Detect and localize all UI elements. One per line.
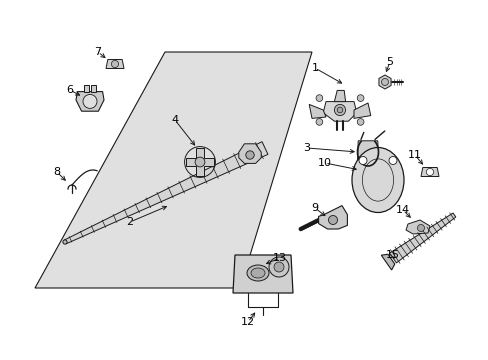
Circle shape <box>417 225 424 231</box>
Circle shape <box>315 118 322 125</box>
Polygon shape <box>381 254 394 270</box>
Text: 4: 4 <box>171 115 178 125</box>
Text: 5: 5 <box>386 57 393 67</box>
Polygon shape <box>185 148 214 176</box>
Polygon shape <box>232 255 292 293</box>
Text: 12: 12 <box>241 317 255 327</box>
Polygon shape <box>405 220 429 234</box>
Polygon shape <box>323 102 356 121</box>
Text: 10: 10 <box>317 158 331 168</box>
Text: 7: 7 <box>94 47 102 57</box>
Text: 13: 13 <box>272 253 286 263</box>
Ellipse shape <box>250 268 264 278</box>
Ellipse shape <box>351 148 403 212</box>
Text: 3: 3 <box>303 143 310 153</box>
Polygon shape <box>353 103 370 118</box>
Circle shape <box>388 157 396 165</box>
Circle shape <box>337 107 342 113</box>
Polygon shape <box>420 167 438 176</box>
Polygon shape <box>64 142 267 244</box>
Circle shape <box>111 60 119 68</box>
Circle shape <box>426 168 433 176</box>
Polygon shape <box>378 75 390 89</box>
Text: 6: 6 <box>66 85 73 95</box>
Circle shape <box>245 151 254 159</box>
Polygon shape <box>357 141 378 163</box>
Circle shape <box>381 78 387 85</box>
Polygon shape <box>35 52 311 288</box>
Text: 8: 8 <box>53 167 61 177</box>
Text: 9: 9 <box>311 203 318 213</box>
Circle shape <box>63 240 67 244</box>
Circle shape <box>357 118 363 125</box>
Polygon shape <box>389 213 455 263</box>
Text: 1: 1 <box>311 63 318 73</box>
Text: 15: 15 <box>385 250 399 260</box>
Polygon shape <box>76 91 104 111</box>
Circle shape <box>328 216 337 225</box>
Polygon shape <box>106 59 124 68</box>
Circle shape <box>268 257 288 277</box>
Circle shape <box>195 157 204 167</box>
Circle shape <box>315 95 322 102</box>
Circle shape <box>83 94 97 108</box>
Polygon shape <box>334 90 345 102</box>
Polygon shape <box>308 104 325 118</box>
Circle shape <box>334 104 345 116</box>
Polygon shape <box>84 85 88 91</box>
Polygon shape <box>91 85 96 91</box>
Text: 2: 2 <box>126 217 133 227</box>
Polygon shape <box>238 144 261 163</box>
Ellipse shape <box>246 265 268 281</box>
Text: 14: 14 <box>395 205 409 215</box>
Circle shape <box>358 157 366 165</box>
Polygon shape <box>318 206 346 229</box>
Circle shape <box>357 95 363 102</box>
Text: 11: 11 <box>407 150 421 160</box>
Circle shape <box>273 262 284 272</box>
